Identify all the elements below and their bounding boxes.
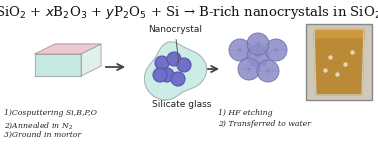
Text: 2) Transferred to water: 2) Transferred to water [218, 120, 311, 128]
Text: 1) HF etching: 1) HF etching [218, 109, 273, 117]
Text: Nanocrystal: Nanocrystal [148, 25, 202, 63]
Circle shape [247, 33, 269, 55]
Circle shape [153, 68, 167, 82]
Circle shape [171, 72, 185, 86]
Circle shape [155, 56, 169, 70]
Circle shape [167, 52, 181, 66]
Polygon shape [314, 29, 364, 37]
Text: 3)Ground in mortor: 3)Ground in mortor [4, 131, 81, 139]
Polygon shape [144, 42, 207, 100]
Text: 1)Cosputtering Si,B,P,O: 1)Cosputtering Si,B,P,O [4, 109, 97, 117]
Polygon shape [35, 44, 101, 54]
Polygon shape [35, 54, 81, 76]
Circle shape [177, 58, 191, 72]
Circle shape [247, 45, 269, 67]
Polygon shape [314, 29, 364, 95]
Circle shape [238, 58, 260, 80]
Circle shape [265, 39, 287, 61]
Text: 2)Annealed in N$_2$: 2)Annealed in N$_2$ [4, 120, 73, 131]
Text: Silicate glass: Silicate glass [152, 100, 212, 109]
Circle shape [257, 60, 279, 82]
Polygon shape [81, 44, 101, 76]
Text: SiO$_2$ + $x$B$_2$O$_3$ + $y$P$_2$O$_5$ + Si → B-rich nanocrystals in SiO$_2$: SiO$_2$ + $x$B$_2$O$_3$ + $y$P$_2$O$_5$ … [0, 4, 378, 21]
Bar [306, 24, 372, 100]
Circle shape [160, 68, 174, 82]
Circle shape [229, 39, 251, 61]
